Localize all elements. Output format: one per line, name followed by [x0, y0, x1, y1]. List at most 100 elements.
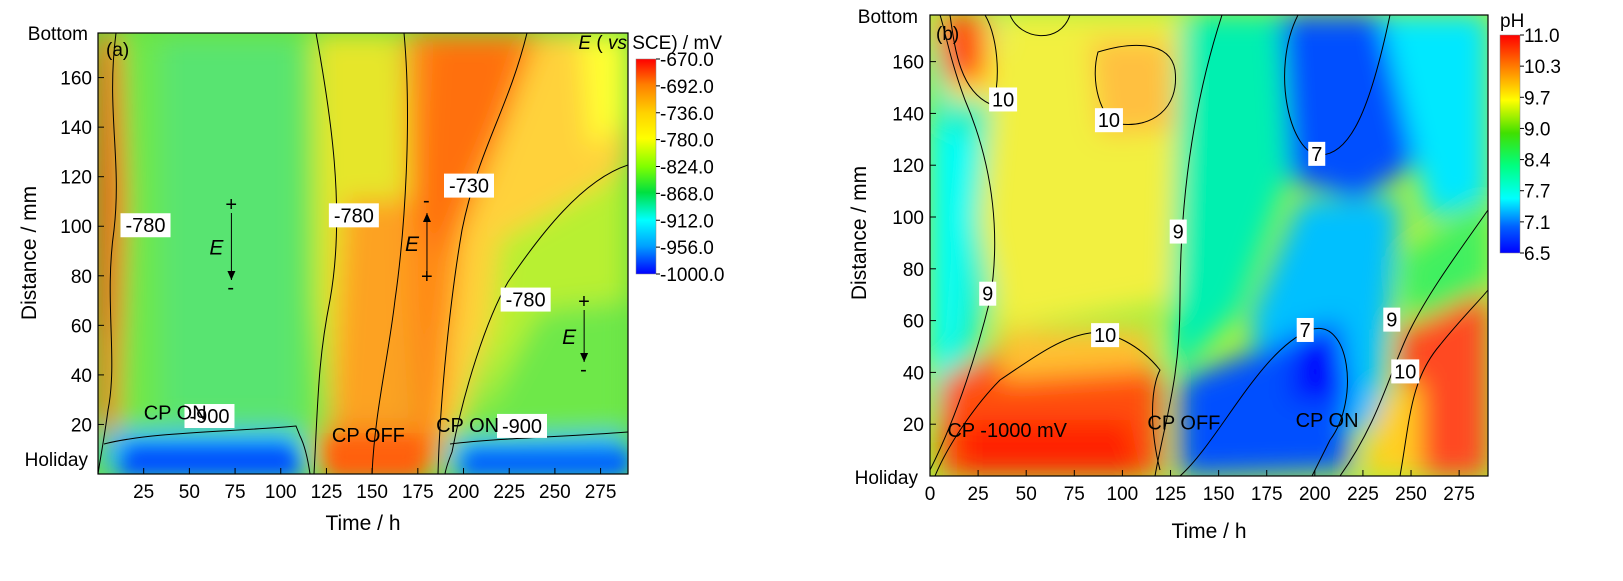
panel-a-y-axis-title: Distance / mm [18, 186, 41, 320]
panel-b-x-tick-label: 175 [1251, 484, 1283, 505]
panel-a-e-arrow-head [422, 213, 431, 222]
panel-b-y-top-label: Bottom [858, 7, 918, 28]
panel-a-y-bottom-label: Holiday [25, 450, 89, 471]
panel-b-colorbar-level-label: 11.0 [1524, 26, 1560, 47]
panel-a-contour-label: -900 [189, 406, 229, 428]
panel-b-colorbar-level-label: 7.7 [1524, 182, 1550, 203]
panel-a-colorbar-level-label: -868.0 [660, 184, 714, 205]
panel-b-contour-label: 10 [1394, 361, 1416, 383]
panel-b-contour-label: 10 [1098, 110, 1120, 132]
panel-b-colorbar-level-label: 10.3 [1524, 57, 1561, 78]
panel-a-y-top-label: Bottom [28, 24, 88, 45]
panel-a-contour-label: -780 [126, 215, 166, 237]
panel-a-colorbar-level-label: -780.0 [660, 131, 714, 152]
panel-b-x-tick-label: 150 [1203, 484, 1235, 505]
panel-a-y-tick-label: 120 [60, 168, 92, 189]
panel-b-cp-annotation: CP OFF [1147, 412, 1220, 434]
panel-b-x-axis-title: Time / h [1171, 520, 1246, 543]
panel-a-e-arrow-minus: - [227, 277, 234, 299]
panel-a-colorbar-title-unit: SCE) / mV [627, 33, 722, 54]
panel-a-colorbar-level-label: -824.0 [660, 158, 714, 179]
panel-a-x-tick-label: 200 [448, 482, 480, 503]
panel-b-x-tick-label: 200 [1299, 484, 1331, 505]
panel-a-x-axis-title: Time / h [325, 512, 400, 535]
panel-a-x-tick-label: 250 [539, 482, 571, 503]
panel-a-x-tick-label: 75 [224, 482, 245, 503]
panel-b-y-bottom-label: Holiday [855, 468, 919, 489]
panel-b-colorbar-level-label: 9.0 [1524, 119, 1550, 140]
panel-b-colorbar-title: pH [1500, 11, 1524, 32]
panel-b-contour-label-box [1296, 317, 1314, 342]
panel-a-colorbar-level-label: -692.0 [660, 77, 714, 98]
panel-b-contour-label-box [979, 281, 997, 306]
panel-a-colorbar-title-symbol: E [578, 33, 591, 54]
panel-b-plot-frame [929, 14, 1489, 477]
panel-b-contour-label-box [1094, 108, 1123, 133]
panel-b-field [930, 15, 1488, 476]
panel-a-contour-label: -780 [506, 290, 546, 312]
panel-b-contour-label-box [1391, 359, 1420, 384]
panel-a-colorbar-level-label: -956.0 [660, 238, 714, 259]
panel-a-colorbar: -670.0 -692.0 -736.0 -780.0 -824.0 -868.0 -912… [578, 33, 724, 286]
panel-a-e-arrow-head [227, 271, 236, 280]
panel-b-x-tick-label: 100 [1107, 484, 1139, 505]
panel-b-colorbar-level-label: 7.1 [1524, 213, 1550, 234]
panel-b-y-tick-label: 100 [892, 208, 924, 229]
panel-a-contour-label-box [120, 213, 171, 238]
panel-a-contour-label: -730 [449, 176, 489, 198]
panel-b-x-tick-label: 0 [925, 484, 936, 505]
panel-a-contour-label-box [444, 173, 494, 198]
panel-a-cp-annotation: CP ON [436, 415, 499, 437]
panel-a-contours [98, 33, 628, 474]
panel-b-colorbar: 11.0 10.3 9.7 9.0 8.4 7.7 7.1 6.5 pH [1499, 11, 1561, 265]
panel-b-colorbar-level-label: 6.5 [1524, 244, 1550, 265]
panel-b-y-tick-label: 140 [892, 104, 924, 125]
panel-a-x-tick-label: 25 [133, 482, 154, 503]
panel-b-contour-label: 9 [1386, 310, 1397, 332]
panel-b-labels: 10 10 7 9 9 10 7 9 10 CP -1000 mV CP OFF CP ON [947, 87, 1420, 442]
panel-a-contour-label-box [500, 287, 551, 312]
panel-a-y-tick-label: 80 [71, 267, 92, 288]
panel-b-contour-label-box [1308, 141, 1326, 166]
panel-a-y-tick-label: 60 [71, 316, 92, 337]
panel-b-y-axis-title: Distance / mm [848, 166, 871, 300]
panel-b-contour-label: 9 [1173, 222, 1184, 244]
panel-b-x-tick-label: 75 [1064, 484, 1085, 505]
panel-a-x-tick-label: 125 [311, 482, 343, 503]
panel-b-y-tick-label: 60 [903, 312, 924, 333]
panel-a-plot-frame [97, 32, 629, 475]
panel-b-colorbar-level-label: 8.4 [1524, 151, 1551, 172]
panel-a-e-arrow-minus: - [580, 359, 587, 381]
panel-a-contour-label-box [184, 404, 235, 429]
panel-a-colorbar-level-label: -670.0 [660, 50, 714, 71]
panel-a-e-arrow-head [580, 353, 589, 362]
panel-a-cp-annotation: CP OFF [332, 425, 405, 447]
panel-a-x-tick-label: 225 [493, 482, 525, 503]
panel-a-e-arrow-plus: + [421, 266, 433, 288]
panel-b-contour-label: 9 [982, 284, 993, 306]
panel-a-colorbar-title-vs: vs [608, 33, 628, 54]
panel-a-contour-label: -900 [502, 416, 542, 438]
panel-b-colorbar-level-label: 9.7 [1524, 88, 1550, 109]
panel-a-x-tick-label: 275 [585, 482, 617, 503]
panel-a-axes: 25 50 75 100 125 150 175 200 225 250 275 20 40 60 80 10… [18, 24, 616, 535]
panel-b-y-tick-label: 120 [892, 156, 924, 177]
panel-a-e-arrow-label: E [562, 326, 577, 349]
panel-a-x-tick-label: 100 [265, 482, 297, 503]
panel-a-panel-label: (a) [106, 40, 129, 61]
panel-b-x-tick-label: 275 [1443, 484, 1475, 505]
panel-a-colorbar-title: E ( vs SCE) / mV [578, 33, 722, 54]
panel-b-y-tick-label: 160 [892, 53, 924, 74]
panel-b-contour-label-box [1383, 307, 1401, 332]
panel-a-e-arrow-label: E [209, 237, 224, 260]
panel-a-x-tick-label: 50 [179, 482, 200, 503]
panel-a-contour-label-box [497, 413, 547, 438]
panel-b-panel-label: (b) [936, 24, 959, 45]
panel-b-y-tick-label: 20 [903, 415, 924, 436]
panel-b-contour-label-box [1091, 323, 1120, 348]
panel-b-x-tick-label: 250 [1395, 484, 1427, 505]
panel-b-x-tick-label: 225 [1347, 484, 1379, 505]
